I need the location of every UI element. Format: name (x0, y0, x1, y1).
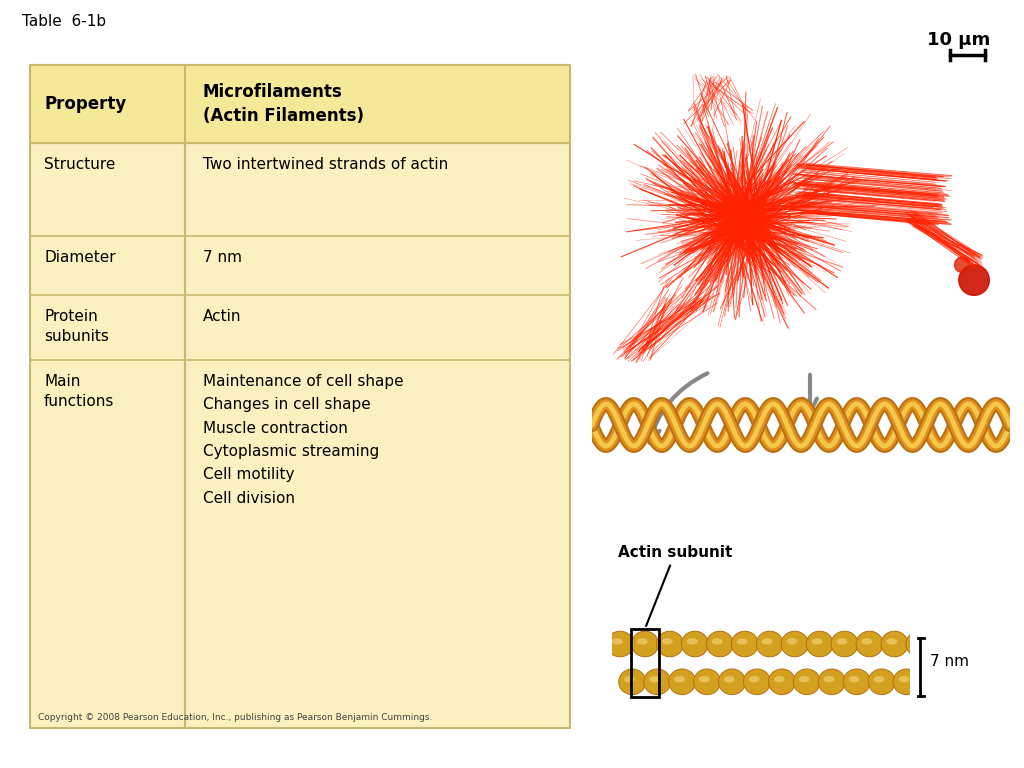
Circle shape (954, 257, 970, 273)
Polygon shape (30, 65, 570, 143)
Text: Actin subunit: Actin subunit (618, 545, 732, 626)
Ellipse shape (861, 638, 872, 644)
Ellipse shape (699, 676, 710, 683)
Text: Microfilaments
(Actin Filaments): Microfilaments (Actin Filaments) (203, 83, 364, 124)
Text: Maintenance of cell shape
Changes in cell shape
Muscle contraction
Cytoplasmic s: Maintenance of cell shape Changes in cel… (203, 374, 403, 506)
Ellipse shape (911, 638, 923, 644)
Ellipse shape (881, 631, 908, 657)
Ellipse shape (632, 631, 658, 657)
Ellipse shape (707, 631, 733, 657)
Ellipse shape (736, 638, 748, 644)
Ellipse shape (856, 631, 883, 657)
Ellipse shape (806, 631, 834, 657)
Ellipse shape (719, 669, 745, 694)
Ellipse shape (794, 669, 820, 694)
Ellipse shape (649, 676, 659, 683)
Text: Structure: Structure (44, 157, 116, 172)
Text: Protein
subunits: Protein subunits (44, 309, 109, 344)
Ellipse shape (786, 638, 798, 644)
Ellipse shape (693, 669, 721, 694)
Ellipse shape (625, 676, 635, 683)
Ellipse shape (749, 676, 760, 683)
Ellipse shape (849, 676, 859, 683)
Ellipse shape (818, 669, 845, 694)
Ellipse shape (873, 676, 885, 683)
Ellipse shape (612, 638, 623, 644)
Ellipse shape (831, 631, 858, 657)
Ellipse shape (662, 638, 673, 644)
Text: 7 nm: 7 nm (203, 250, 242, 265)
Ellipse shape (731, 631, 759, 657)
Ellipse shape (799, 676, 810, 683)
Ellipse shape (669, 669, 695, 694)
Ellipse shape (893, 669, 921, 694)
Ellipse shape (837, 638, 847, 644)
Ellipse shape (637, 638, 648, 644)
Bar (631, 629, 659, 697)
Polygon shape (30, 65, 570, 728)
Text: 10 μm: 10 μm (927, 31, 990, 49)
Ellipse shape (618, 669, 646, 694)
Ellipse shape (762, 638, 772, 644)
Text: Actin: Actin (203, 309, 242, 324)
Text: Table  6-1b: Table 6-1b (22, 14, 106, 29)
Text: 7 nm: 7 nm (930, 654, 969, 670)
Ellipse shape (743, 669, 770, 694)
Ellipse shape (712, 638, 723, 644)
Ellipse shape (687, 638, 697, 644)
Ellipse shape (768, 669, 796, 694)
Ellipse shape (644, 669, 671, 694)
Text: Two intertwined strands of actin: Two intertwined strands of actin (203, 157, 449, 172)
Ellipse shape (781, 631, 808, 657)
Text: Diameter: Diameter (44, 250, 116, 265)
Ellipse shape (906, 631, 933, 657)
Circle shape (958, 265, 989, 296)
Ellipse shape (823, 676, 835, 683)
Ellipse shape (656, 631, 683, 657)
Ellipse shape (898, 676, 909, 683)
Ellipse shape (757, 631, 783, 657)
Ellipse shape (681, 631, 709, 657)
Ellipse shape (868, 669, 895, 694)
Text: Main
functions: Main functions (44, 374, 115, 409)
Ellipse shape (843, 669, 870, 694)
Ellipse shape (774, 676, 784, 683)
Text: Property: Property (44, 95, 126, 113)
Ellipse shape (724, 676, 734, 683)
Ellipse shape (606, 631, 634, 657)
Ellipse shape (674, 676, 685, 683)
Ellipse shape (887, 638, 897, 644)
Text: Copyright © 2008 Pearson Education, Inc., publishing as Pearson Benjamin Cumming: Copyright © 2008 Pearson Education, Inc.… (38, 713, 432, 722)
Ellipse shape (812, 638, 822, 644)
